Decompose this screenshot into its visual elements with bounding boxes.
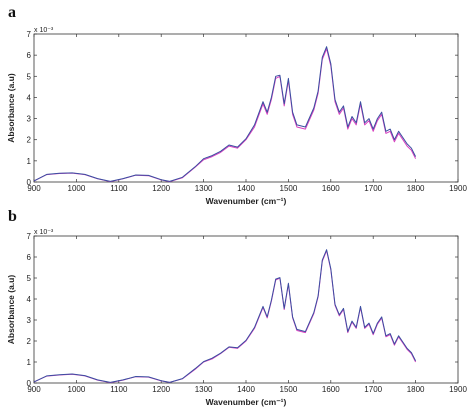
x-tick-label: 1900 (449, 184, 467, 193)
x-tick-label: 1800 (407, 184, 425, 193)
x-tick-label: 1500 (280, 184, 298, 193)
x-axis-title: Wavenumber (cm⁻¹) (206, 397, 287, 407)
x-tick-label: 1300 (195, 184, 213, 193)
chart-a: 900 1000 1100 1200 1300 1400 1500 1600 1700 1800 1… (6, 27, 467, 206)
y-tick-label: 4 (27, 93, 32, 102)
y-tick-label: 4 (27, 295, 32, 304)
y-tick-label: 2 (27, 337, 32, 346)
y-multiplier-label: x 10⁻³ (34, 27, 54, 34)
x-axis-title: Wavenumber (cm⁻¹) (206, 196, 287, 206)
x-tick-label: 1800 (407, 385, 425, 394)
plot-frame (33, 33, 459, 183)
panel-label-b: b (8, 208, 17, 225)
y-tick-label: 7 (27, 30, 32, 39)
y-tick-label: 5 (27, 274, 32, 283)
y-tick-label: 7 (27, 232, 32, 241)
y-tick-label: 0 (27, 379, 32, 388)
x-tick-label: 1400 (237, 184, 255, 193)
x-tick-label: 1200 (152, 385, 170, 394)
x-tick-label: 1000 (68, 184, 86, 193)
x-tick-label: 1500 (280, 385, 298, 394)
y-tick-label: 0 (27, 178, 32, 187)
x-tick-label: 1100 (110, 184, 128, 193)
chart-b: 900 1000 1100 1200 1300 1400 1500 1600 1700 1800 1… (6, 229, 467, 407)
x-tick-label: 1900 (449, 385, 467, 394)
x-tick-label: 900 (27, 184, 41, 193)
y-multiplier-label: x 10⁻³ (34, 229, 54, 236)
x-tick-label: 1400 (237, 385, 255, 394)
plot-frame (33, 235, 459, 384)
series-line-1 (33, 48, 417, 183)
series-line-2 (33, 46, 417, 182)
y-tick-label: 6 (27, 253, 32, 262)
x-tick-label: 1200 (152, 184, 170, 193)
x-tick-label: 1700 (364, 385, 382, 394)
x-tick-label: 1100 (110, 385, 128, 394)
x-tick-label: 900 (27, 385, 41, 394)
x-tick-label: 1000 (68, 385, 86, 394)
y-axis-title: Absorbance (a.u) (6, 275, 16, 345)
y-axis-title: Absorbance (a.u) (6, 73, 16, 143)
y-tick-label: 6 (27, 51, 32, 60)
panel-label-a: a (8, 4, 16, 21)
y-tick-label: 1 (27, 157, 32, 166)
x-tick-label: 1600 (322, 385, 340, 394)
x-tick-label: 1700 (364, 184, 382, 193)
y-tick-label: 1 (27, 358, 32, 367)
y-tick-label: 3 (27, 115, 32, 124)
x-tick-label: 1600 (322, 184, 340, 193)
y-tick-label: 2 (27, 136, 32, 145)
y-tick-label: 3 (27, 316, 32, 325)
x-tick-label: 1300 (195, 385, 213, 394)
y-tick-label: 5 (27, 72, 32, 81)
series-line-2 (33, 249, 417, 383)
